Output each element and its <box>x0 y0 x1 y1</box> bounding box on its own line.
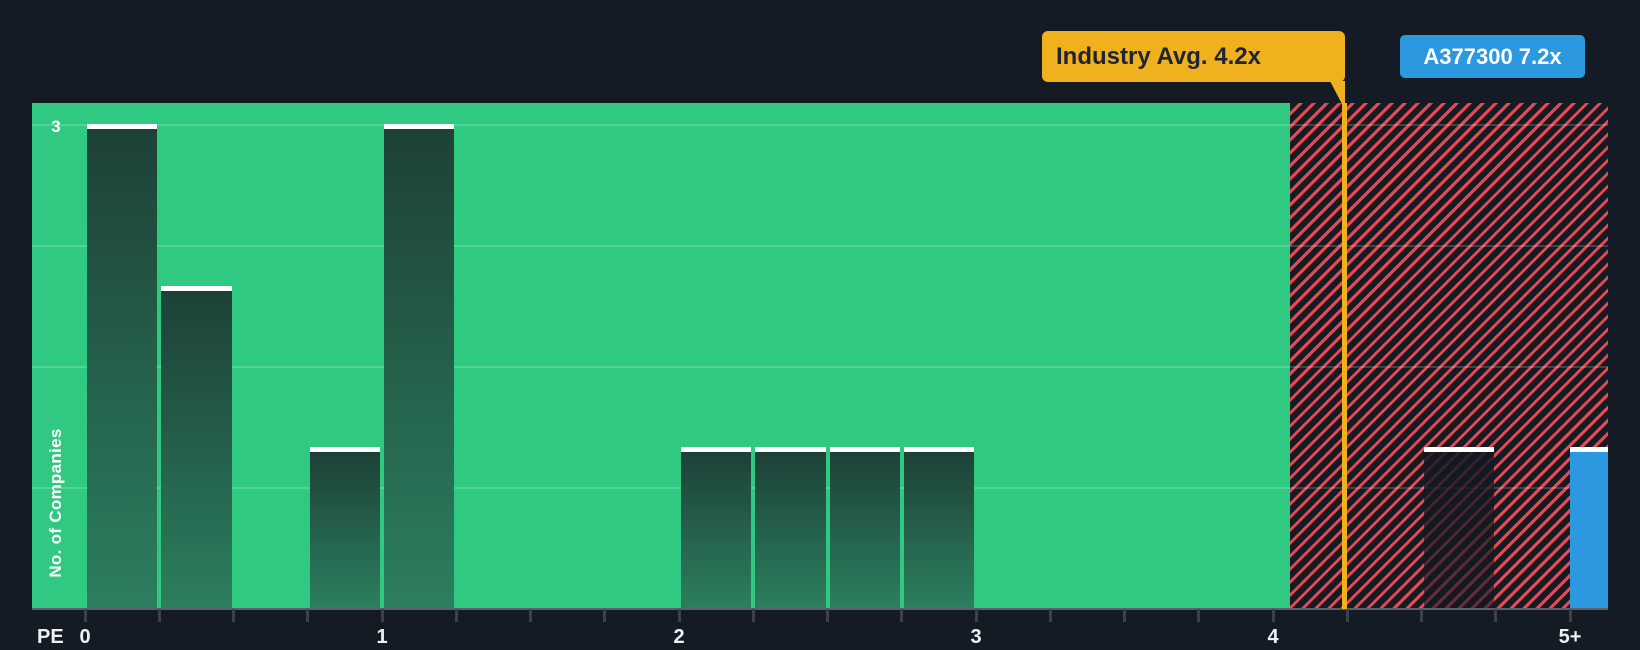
company-callout-label: A377300 7.2x <box>1423 43 1562 69</box>
x-axis-baseline <box>32 608 1608 610</box>
x-axis-tick-label: 1 <box>376 626 388 648</box>
x-axis-tick <box>380 609 384 622</box>
x-axis-tick <box>1568 609 1572 622</box>
x-axis-tick <box>1197 609 1201 622</box>
histogram-bar <box>384 124 455 609</box>
y-gridline <box>32 244 1608 247</box>
company-callout: A377300 7.2x <box>1400 35 1585 78</box>
x-axis-tick-label: 5+ <box>1558 626 1582 648</box>
histogram-bar <box>1423 447 1494 609</box>
industry-avg-callout-label: Industry Avg. 4.2x <box>1056 42 1261 70</box>
industry-avg-callout-pointer <box>1330 81 1345 104</box>
plot-area <box>32 103 1608 609</box>
x-axis-title: PE <box>37 626 64 648</box>
y-tick-label: 3 <box>51 117 61 136</box>
x-axis-tick <box>826 609 829 622</box>
x-axis-tick <box>1048 609 1052 622</box>
x-axis-tick <box>900 609 904 622</box>
histogram-bar <box>681 447 752 609</box>
histogram-bar <box>829 447 900 609</box>
x-axis-tick <box>603 609 607 622</box>
x-axis-tick <box>529 609 532 622</box>
x-axis-tick <box>1271 609 1275 622</box>
x-axis-tick-label: 0 <box>79 626 91 648</box>
histogram-bar <box>309 447 380 609</box>
industry-avg-callout: Industry Avg. 4.2x <box>1042 31 1345 82</box>
histogram-bar <box>161 286 232 609</box>
company-bar <box>1570 447 1608 609</box>
histogram-bar <box>755 447 826 609</box>
x-axis-tick <box>232 609 235 622</box>
histogram-bar <box>903 447 974 609</box>
x-axis-tick-label: 4 <box>1267 626 1279 648</box>
x-axis-tick <box>1494 609 1498 622</box>
x-axis-tick <box>83 609 87 622</box>
x-axis-tick <box>1420 609 1423 622</box>
x-axis-tick <box>1123 609 1126 622</box>
x-axis-tick <box>677 609 681 622</box>
x-axis-tick-label: 2 <box>673 626 685 648</box>
y-gridline <box>32 365 1608 368</box>
x-axis-tick <box>306 609 310 622</box>
x-axis-tick <box>454 609 458 622</box>
y-gridline <box>32 123 1608 126</box>
x-axis-tick <box>974 609 978 622</box>
below-average-zone <box>32 103 1290 609</box>
x-axis-tick <box>751 609 755 622</box>
x-axis-tick-label: 3 <box>970 626 982 648</box>
x-axis-tick <box>1345 609 1349 622</box>
industry-avg-line <box>1342 103 1347 609</box>
x-axis-tick <box>157 609 161 622</box>
y-axis-title: No. of Companies <box>46 428 65 578</box>
histogram-bar <box>87 124 158 609</box>
